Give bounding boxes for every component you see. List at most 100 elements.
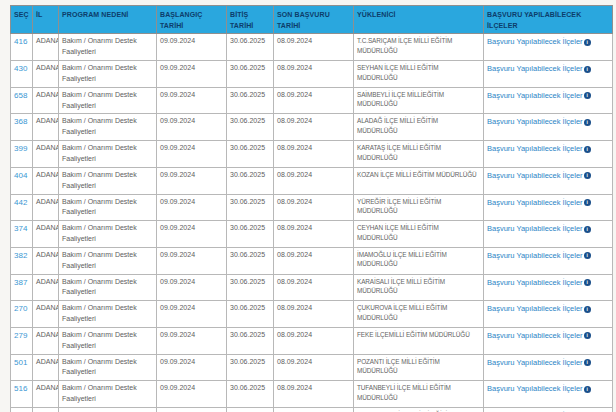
column-header-bitis-tarihi: BİTİŞ TARİHİ	[227, 6, 274, 34]
info-icon[interactable]: i	[584, 92, 591, 99]
contractor-cell: İMAMOĞLU İLÇE MİLLİ EĞİTİM MÜDÜRLÜĞÜ	[354, 247, 484, 274]
info-icon[interactable]: i	[584, 332, 591, 339]
applicable-districts-link[interactable]: Başvuru Yapılabilecek İlçeleri	[487, 198, 591, 207]
application-deadline-cell: 08.09.2024	[274, 327, 354, 354]
contractor-cell: YÜREĞİR İLÇE MİLLİ EĞİTİM MÜDÜRLÜĞÜ	[354, 194, 484, 221]
applicable-districts-cell: Başvuru Yapılabilecek İlçeleri	[484, 114, 613, 141]
applicable-districts-link-label: Başvuru Yapılabilecek İlçeler	[487, 251, 583, 260]
applicable-districts-link[interactable]: Başvuru Yapılabilecek İlçeleri	[487, 384, 591, 393]
info-icon[interactable]: i	[584, 252, 591, 259]
table-row: 279 ADANA Bakım / Onarımı Destek Faaliye…	[11, 327, 613, 354]
row-number-link[interactable]: 404	[14, 171, 27, 180]
applicable-districts-link[interactable]: Başvuru Yapılabilecek İlçeleri	[487, 37, 591, 46]
applicable-districts-link[interactable]: Başvuru Yapılabilecek İlçeleri	[487, 224, 591, 233]
row-number-link[interactable]: 416	[14, 37, 27, 46]
program-reason-cell: Bakım / Onarımı Destek Faaliyetleri	[59, 87, 157, 114]
program-reason-cell: Bakım / Onarımı Destek Faaliyetleri	[59, 274, 157, 301]
applicable-districts-link[interactable]: Başvuru Yapılabilecek İlçeleri	[487, 304, 591, 313]
row-number-link[interactable]: 382	[14, 251, 27, 260]
contractor-cell: KARAİSALI İLÇE MİLLİ EĞİTİM MÜDÜRLÜĞÜ	[354, 274, 484, 301]
select-cell: 270	[11, 301, 33, 328]
contractor-cell: CEYHAN İLÇE MİLLİ EĞİTİM MÜDÜRLÜĞÜ	[354, 221, 484, 248]
applicable-districts-link-label: Başvuru Yapılabilecek İlçeler	[487, 171, 583, 180]
applicable-districts-link-label: Başvuru Yapılabilecek İlçeler	[487, 198, 583, 207]
program-reason-cell: Bakım / Onarımı Destek Faaliyetleri	[59, 61, 157, 88]
row-number-link[interactable]: 374	[14, 224, 27, 233]
applicable-districts-link[interactable]: Başvuru Yapılabilecek İlçeleri	[487, 144, 591, 153]
application-deadline-cell: 08.09.2024	[274, 221, 354, 248]
end-date-cell: 30.06.2025	[227, 194, 274, 221]
table-row: 658 ADANA Bakım / Onarımı Destek Faaliye…	[11, 87, 613, 114]
start-date-cell: 09.09.2024	[157, 354, 227, 381]
applicable-districts-cell: Başvuru Yapılabilecek İlçeleri	[484, 247, 613, 274]
info-icon[interactable]: i	[584, 279, 591, 286]
select-cell: 524	[11, 408, 33, 412]
row-number-link[interactable]: 442	[14, 198, 27, 207]
row-number-link[interactable]: 430	[14, 64, 27, 73]
info-icon[interactable]: i	[584, 199, 591, 206]
row-number-link[interactable]: 387	[14, 278, 27, 287]
province-cell: ADANA	[33, 221, 59, 248]
row-number-link[interactable]: 516	[14, 384, 27, 393]
row-number-link[interactable]: 279	[14, 331, 27, 340]
info-icon[interactable]: i	[584, 172, 591, 179]
column-header-basvuru-ilceler: BAŞVURU YAPILABİLECEK İLÇELER	[484, 6, 613, 34]
application-deadline-cell: 08.09.2024	[274, 274, 354, 301]
info-icon[interactable]: i	[584, 359, 591, 366]
info-icon[interactable]: i	[584, 66, 591, 73]
applicable-districts-cell: Başvuru Yapılabilecek İlçeleri	[484, 61, 613, 88]
info-icon[interactable]: i	[584, 386, 591, 393]
applicable-districts-link[interactable]: Başvuru Yapılabilecek İlçeleri	[487, 251, 591, 260]
table-row: 404 ADANA Bakım / Onarımı Destek Faaliye…	[11, 167, 613, 194]
table-row: 270 ADANA Bakım / Onarımı Destek Faaliye…	[11, 301, 613, 328]
info-icon[interactable]: i	[584, 146, 591, 153]
program-reason-cell: Bakım / Onarımı Destek Faaliyetleri	[59, 301, 157, 328]
applicable-districts-link[interactable]: Başvuru Yapılabilecek İlçeleri	[487, 64, 591, 73]
application-deadline-cell: 08.09.2024	[274, 141, 354, 168]
program-reason-cell: Bakım / Onarımı Destek Faaliyetleri	[59, 247, 157, 274]
application-deadline-cell: 08.09.2024	[274, 408, 354, 412]
info-icon[interactable]: i	[584, 306, 591, 313]
table-row: 516 ADANA Bakım / Onarımı Destek Faaliye…	[11, 381, 613, 408]
info-icon[interactable]: i	[584, 226, 591, 233]
applicable-districts-link[interactable]: Başvuru Yapılabilecek İlçeleri	[487, 358, 591, 367]
contractor-cell: SAİMBEYLİ İLÇE MİLLİEĞİTİM MÜDÜRLÜĞÜ	[354, 87, 484, 114]
info-icon[interactable]: i	[584, 39, 591, 46]
applicable-districts-cell: Başvuru Yapılabilecek İlçeleri	[484, 354, 613, 381]
select-cell: 658	[11, 87, 33, 114]
row-number-link[interactable]: 399	[14, 144, 27, 153]
start-date-cell: 09.09.2024	[157, 408, 227, 412]
info-icon[interactable]: i	[584, 119, 591, 126]
table-row: 387 ADANA Bakım / Onarımı Destek Faaliye…	[11, 274, 613, 301]
application-deadline-cell: 08.09.2024	[274, 87, 354, 114]
applicable-districts-link-label: Başvuru Yapılabilecek İlçeler	[487, 384, 583, 393]
row-number-link[interactable]: 270	[14, 304, 27, 313]
contractor-cell: KARATAŞ İLÇE MİLLİ EĞİTİM MÜDÜRLÜĞÜ	[354, 141, 484, 168]
start-date-cell: 09.09.2024	[157, 87, 227, 114]
applicable-districts-link[interactable]: Başvuru Yapılabilecek İlçeleri	[487, 91, 591, 100]
table-header-row: SEÇ İL PROGRAM NEDENİ BAŞLANGIÇ TARİHİ B…	[11, 6, 613, 34]
end-date-cell: 30.06.2025	[227, 408, 274, 412]
applicable-districts-link[interactable]: Başvuru Yapılabilecek İlçeleri	[487, 117, 591, 126]
application-deadline-cell: 08.09.2024	[274, 61, 354, 88]
table-row: 399 ADANA Bakım / Onarımı Destek Faaliye…	[11, 141, 613, 168]
start-date-cell: 09.09.2024	[157, 247, 227, 274]
applicable-districts-link[interactable]: Başvuru Yapılabilecek İlçeleri	[487, 171, 591, 180]
applicable-districts-link[interactable]: Başvuru Yapılabilecek İlçeleri	[487, 331, 591, 340]
select-cell: 399	[11, 141, 33, 168]
start-date-cell: 09.09.2024	[157, 327, 227, 354]
start-date-cell: 09.09.2024	[157, 167, 227, 194]
applicable-districts-cell: Başvuru Yapılabilecek İlçeleri	[484, 87, 613, 114]
row-number-link[interactable]: 501	[14, 358, 27, 367]
row-number-link[interactable]: 368	[14, 117, 27, 126]
application-deadline-cell: 08.09.2024	[274, 114, 354, 141]
applicable-districts-link[interactable]: Başvuru Yapılabilecek İlçeleri	[487, 278, 591, 287]
applicable-districts-cell: Başvuru Yapılabilecek İlçeleri	[484, 221, 613, 248]
select-cell: 442	[11, 194, 33, 221]
end-date-cell: 30.06.2025	[227, 327, 274, 354]
row-number-link[interactable]: 658	[14, 91, 27, 100]
column-header-baslangic-tarihi: BAŞLANGIÇ TARİHİ	[157, 6, 227, 34]
select-cell: 501	[11, 354, 33, 381]
applicable-districts-cell: Başvuru Yapılabilecek İlçeleri	[484, 327, 613, 354]
column-header-yuklenici: YÜKLENİCİ	[354, 6, 484, 34]
